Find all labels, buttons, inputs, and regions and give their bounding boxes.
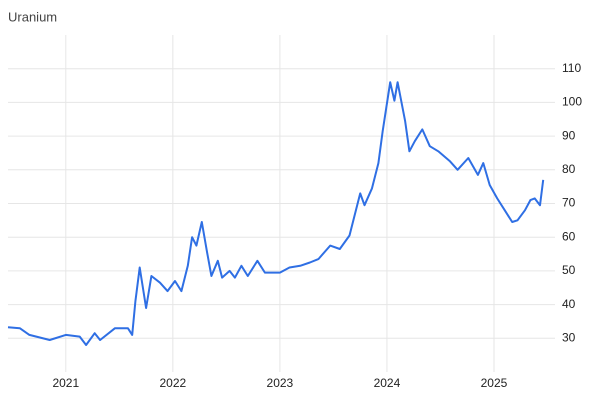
x-tick-label: 2025 — [481, 376, 508, 390]
x-tick-label: 2023 — [267, 376, 294, 390]
x-tick-label: 2024 — [374, 376, 401, 390]
x-tick-label: 2021 — [52, 376, 79, 390]
price-line — [7, 81, 545, 346]
y-tick-label: 100 — [562, 95, 582, 109]
chart-title: Uranium — [8, 9, 57, 24]
x-tick-label: 2022 — [159, 376, 186, 390]
y-tick-label: 70 — [562, 196, 576, 210]
y-tick-label: 50 — [562, 263, 576, 277]
y-tick-label: 90 — [562, 128, 576, 142]
y-tick-label: 60 — [562, 229, 576, 243]
y-tick-label: 110 — [562, 61, 581, 75]
y-tick-label: 40 — [562, 297, 576, 311]
y-tick-label: 80 — [562, 162, 576, 176]
y-tick-label: 30 — [562, 330, 576, 344]
